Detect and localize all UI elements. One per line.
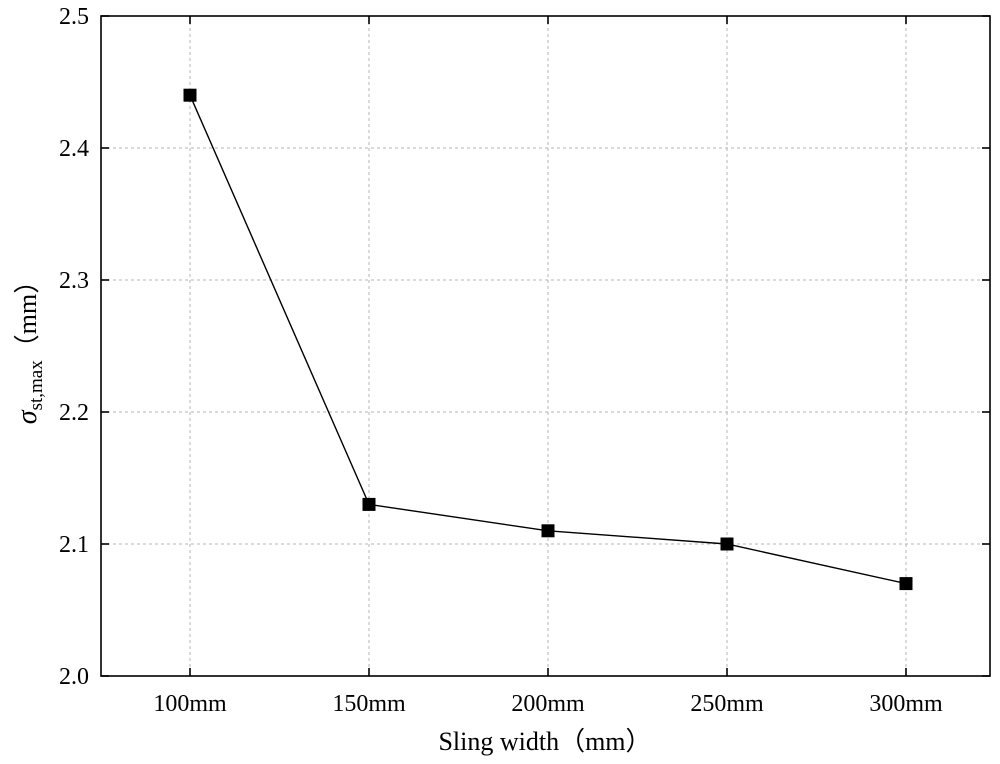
data-point-marker [541,524,555,538]
data-point-marker [183,88,197,102]
axis-tick-labels: 100mm 150mm 200mm 250mm 300mm 2.0 2.1 2.2 2.3 2.4… [59,4,943,717]
x-tick-label: 200mm [511,691,585,717]
y-tick-label: 2.2 [59,400,89,426]
y-tick-label: 2.3 [59,268,89,294]
y-axis-title: σst,max（mm） [12,268,47,424]
grid [101,16,990,676]
data-point-marker [899,577,913,591]
x-tick-label: 300mm [869,691,943,717]
data-point-marker [720,537,734,551]
axis-ticks [101,15,990,677]
x-tick-label: 100mm [153,691,227,717]
x-tick-label: 250mm [690,691,764,717]
y-tick-label: 2.1 [59,532,89,558]
y-tick-label: 2.4 [59,136,89,162]
y-axis-title-symbol: σ [12,409,43,424]
y-axis-title-subscript: st,max [26,360,47,411]
plot-frame [100,15,991,677]
x-tick-label: 150mm [332,691,406,717]
data-series [183,88,913,591]
y-tick-label: 2.5 [59,4,89,30]
data-point-marker [362,497,376,511]
x-axis-title: Sling width（mm） [438,727,651,756]
y-tick-label: 2.0 [59,664,89,690]
y-axis-title-unit: （mm） [13,268,42,360]
